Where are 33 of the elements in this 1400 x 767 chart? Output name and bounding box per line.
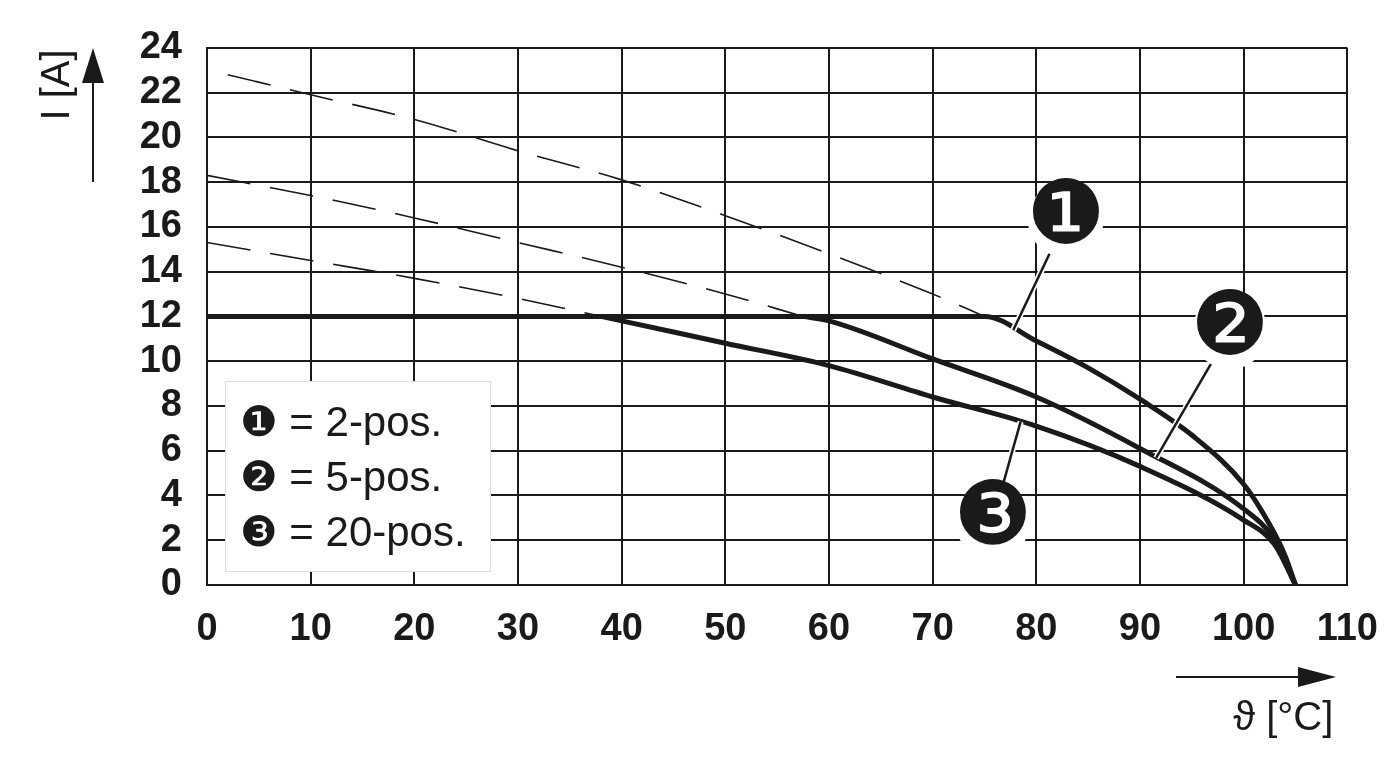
x-tick-label: 10 (289, 606, 332, 649)
y-tick-label: 4 (160, 471, 182, 514)
legend-label: ❷ (1190, 272, 1270, 376)
y-tick-label: 0 (160, 561, 182, 604)
y-tick-label: 24 (139, 24, 182, 67)
x-tick-label: 60 (807, 606, 851, 649)
x-tick-label: 0 (196, 606, 218, 649)
annotation: ❸ = 20-pos. (240, 507, 466, 557)
x-tick-label: 50 (704, 606, 747, 649)
y-tick-label: 14 (139, 248, 182, 291)
series-label: ❶ (1026, 160, 1106, 264)
x-tick-label: 70 (911, 606, 954, 649)
x-tick-label: 30 (496, 606, 540, 649)
y-tick-label: 20 (139, 113, 182, 156)
annotation: ❷ = 5-pos. (240, 452, 444, 502)
y-tick-label: 18 (139, 158, 182, 201)
y-tick-label: 22 (139, 69, 182, 112)
annotation: ❶ = 2-pos. (240, 397, 444, 447)
x-axis-title: ϑ [°C] (1233, 694, 1334, 738)
series-label: ❸ (953, 461, 1033, 565)
y-tick-label: 6 (160, 427, 182, 470)
y-axis-title: I [A] (33, 49, 77, 121)
y-tick-label: 16 (139, 203, 182, 246)
y-tick-label: 2 (160, 516, 182, 559)
x-tick-label: 80 (1015, 606, 1058, 649)
y-tick-label: 8 (160, 382, 182, 425)
y-tick-label: 12 (139, 292, 182, 335)
x-tick-label: 20 (393, 606, 436, 649)
y-tick-label: 10 (139, 337, 182, 380)
x-tick-label: 100 (1211, 606, 1276, 649)
x-tick-label: 40 (600, 606, 643, 649)
x-tick-label: 110 (1316, 606, 1378, 649)
x-tick-label: 90 (1118, 606, 1162, 649)
